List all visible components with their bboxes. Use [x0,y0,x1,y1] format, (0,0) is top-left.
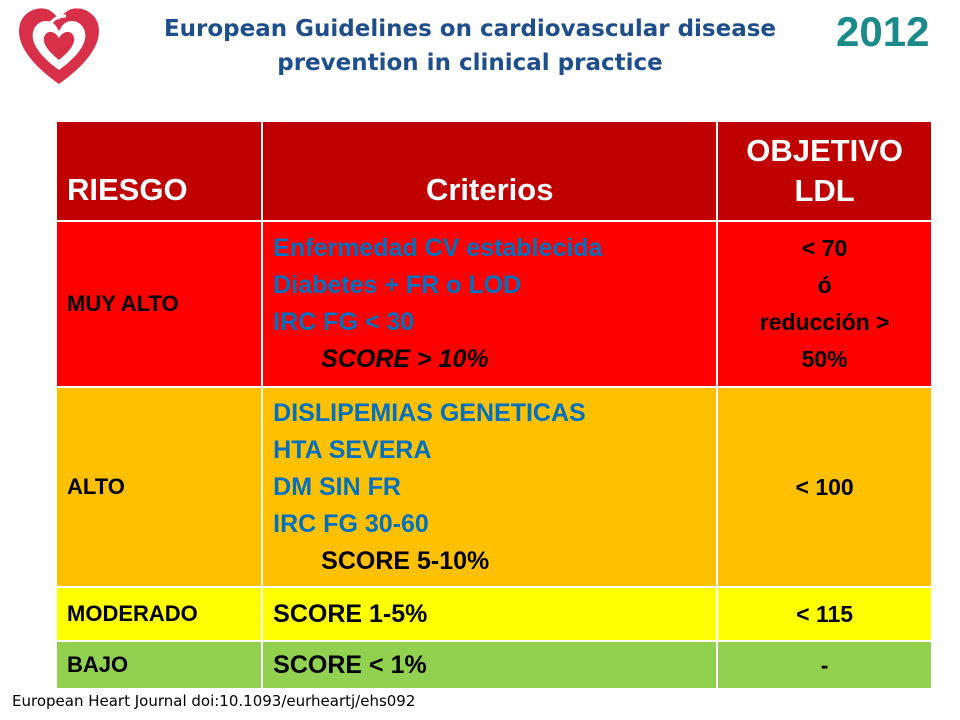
title-line-1: European Guidelines on cardiovascular di… [163,16,777,42]
objective-alto: < 100 [716,386,933,588]
year-label: 2012 [836,8,930,55]
objective-line: ó [817,272,832,298]
score-muy-alto: SCORE > 10% [321,345,489,373]
objective-muy-alto: < 70 ó reducción > 50% [716,220,933,388]
level-moderado: MODERADO [54,586,264,642]
criteria-item: HTA SEVERA [273,435,432,464]
table-row-muy-alto: MUY ALTO Enfermedad CV establecida Diabe… [54,220,933,388]
score-bajo: SCORE < 1% [261,640,719,690]
objective-line: < 70 [801,235,848,261]
title-line-2: prevention in clinical practice [277,50,663,76]
esc-heart-logo-icon [14,4,104,88]
score-alto: SCORE 5-10% [321,546,490,575]
criteria-item: Diabetes + FR o LOD [273,271,522,299]
table-header-row: RIESGO Criterios OBJETIVO LDL [54,120,933,222]
header-objetivo-line2: LDL [794,173,855,208]
table-row-moderado: MODERADO SCORE 1-5% < 115 [54,586,933,642]
header-riesgo: RIESGO [54,120,264,222]
criteria-item: DM SIN FR [273,472,401,501]
table-row-alto: ALTO DISLIPEMIAS GENETICAS HTA SEVERA DM… [54,386,933,588]
objective-moderado: < 115 [716,586,933,642]
level-bajo: BAJO [54,640,264,690]
objective-line: reducción > [759,309,890,335]
table-row-bajo: BAJO SCORE < 1% - [54,640,933,690]
criteria-item: IRC FG 30-60 [273,509,429,538]
level-alto: ALTO [54,386,264,588]
objective-bajo: - [716,640,933,690]
header-objetivo-line1: OBJETIVO [746,133,903,168]
score-moderado: SCORE 1-5% [261,586,719,642]
objective-line: 50% [801,346,848,372]
citation: European Heart Journal doi:10.1093/eurhe… [12,692,416,710]
criteria-item: IRC FG < 30 [273,308,415,336]
criteria-item: Enfermedad CV establecida [273,234,603,262]
header-objetivo: OBJETIVO LDL [716,120,933,222]
risk-table: RIESGO Criterios OBJETIVO LDL MUY ALTO E… [54,120,933,690]
criteria-alto: DISLIPEMIAS GENETICAS HTA SEVERA DM SIN … [261,386,719,588]
criteria-item: DISLIPEMIAS GENETICAS [273,398,586,427]
page-title: European Guidelines on cardiovascular di… [120,12,820,80]
header-criterios: Criterios [261,120,719,222]
level-muy-alto: MUY ALTO [54,220,264,388]
criteria-muy-alto: Enfermedad CV establecida Diabetes + FR … [261,220,719,388]
